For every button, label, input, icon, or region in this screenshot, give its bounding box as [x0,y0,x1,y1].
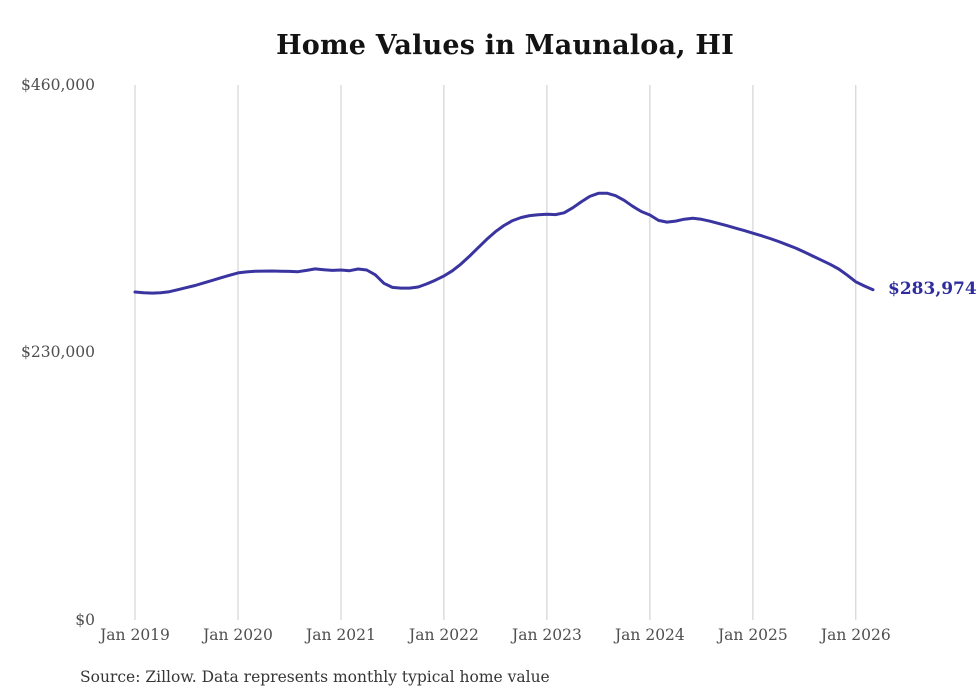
y-axis-label-0: $0 [75,611,95,629]
y-axis-label-460000: $460,000 [21,76,95,94]
x-axis-label-jan-2022: Jan 2022 [409,626,479,644]
x-axis-label-jan-2020: Jan 2020 [203,626,273,644]
x-axis-label-jan-2023: Jan 2023 [512,626,582,644]
x-axis-label-jan-2019: Jan 2019 [100,626,170,644]
x-axis-label-jan-2026: Jan 2026 [820,626,891,644]
x-axis-label-jan-2025: Jan 2025 [717,626,788,644]
latest-value-label: $283,974 [888,279,977,299]
x-axis-label-jan-2024: Jan 2024 [614,626,685,644]
source-note: Source: Zillow. Data represents monthly … [80,668,550,686]
chart-title: Home Values in Maunaloa, HI [276,30,734,61]
y-axis-label-230000: $230,000 [21,343,95,361]
x-axis-label-jan-2021: Jan 2021 [306,626,376,644]
home-value-line [133,191,875,295]
